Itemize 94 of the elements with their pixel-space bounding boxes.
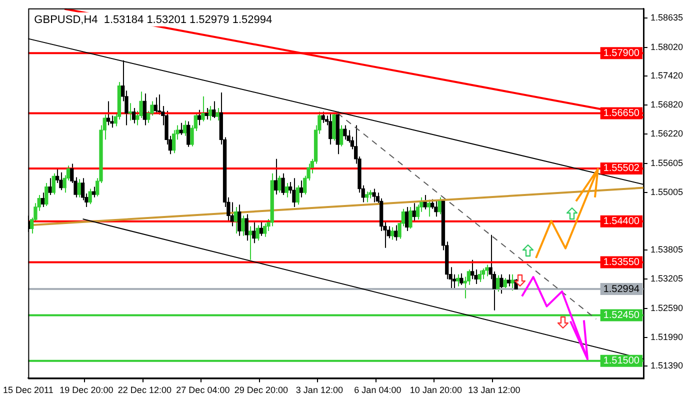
candlestick (394, 224, 398, 242)
ref-line-label: 1.55502 (603, 163, 640, 174)
candlestick (201, 96, 205, 122)
candlestick (481, 268, 486, 280)
candlestick (278, 175, 282, 194)
candlestick (182, 120, 187, 136)
candlestick (408, 206, 412, 230)
y-tick-label: 1.55005 (650, 186, 684, 197)
candlestick (208, 106, 212, 121)
candlestick (88, 188, 92, 205)
y-tick-label: 1.53805 (650, 244, 684, 255)
y-tick-label: 1.57420 (650, 70, 684, 81)
ref-line-label: 1.57900 (603, 48, 640, 59)
y-tick-label: 1.56220 (650, 128, 684, 138)
candlestick (92, 186, 96, 198)
x-tick-label: 3 Jan 12:00 (296, 385, 343, 396)
candlestick (510, 274, 514, 292)
candlestick (77, 178, 81, 198)
candlestick (154, 96, 158, 114)
candlestick (44, 182, 48, 207)
candlestick (296, 184, 300, 206)
candlestick (142, 93, 147, 126)
candlestick (456, 274, 460, 287)
candlestick (230, 202, 234, 227)
y-tick-label: 1.52590 (650, 302, 684, 313)
candlestick (234, 206, 238, 234)
candlestick (40, 192, 45, 208)
ref-line-label: 1.54400 (603, 216, 640, 228)
candlestick (460, 272, 464, 286)
candlestick (263, 222, 267, 238)
x-tick-label: 22 Dec 12:00 (118, 385, 172, 396)
candlestick (284, 182, 289, 198)
candlestick (434, 200, 438, 218)
candlestick (339, 124, 344, 147)
candlestick (197, 109, 202, 126)
candlestick (364, 191, 369, 203)
candlestick (292, 178, 296, 208)
candlestick (478, 270, 482, 283)
candlestick (438, 196, 442, 215)
candlestick (216, 107, 220, 121)
candlestick (470, 259, 474, 280)
ref-line-label: 1.56650 (603, 108, 640, 119)
y-tick-label: 1.58635 (650, 12, 684, 22)
y-tick-label: 1.56820 (650, 100, 684, 110)
candlestick (328, 113, 332, 145)
x-tick-label: 13 Jan 12:00 (468, 385, 520, 396)
candlestick (204, 107, 208, 120)
candlestick (172, 130, 176, 154)
candlestick (390, 226, 394, 240)
x-tick-label: 6 Jan 04:00 (354, 385, 402, 396)
candlestick (372, 188, 376, 203)
candlestick (404, 206, 409, 232)
x-tick-label: 10 Jan 20:00 (410, 385, 462, 396)
candlestick (179, 122, 183, 136)
candlestick (426, 199, 430, 218)
candlestick (186, 120, 190, 148)
candlestick (299, 180, 304, 198)
candlestick (132, 107, 136, 124)
x-tick-label: 27 Dec 04:00 (176, 385, 230, 396)
candlestick (252, 222, 256, 244)
candlestick (106, 100, 110, 126)
text: GBPUSD,H4 1.53184 1.53201 1.52979 1.52994 (34, 14, 272, 26)
candlestick (128, 102, 132, 121)
y-tick-label: 1.51390 (650, 360, 684, 371)
ref-line-label: 1.53550 (603, 257, 640, 268)
candlestick (506, 274, 511, 287)
candlestick (496, 274, 500, 292)
y-tick-label: 1.51990 (650, 332, 684, 342)
candlestick (212, 100, 216, 119)
candlestick (241, 215, 245, 236)
candlestick (412, 202, 416, 222)
y-tick-label: 1.55605 (650, 158, 684, 168)
ref-line-label: 1.51500 (603, 356, 640, 367)
candlestick (281, 172, 285, 196)
candlestick (238, 204, 242, 236)
candlestick (500, 274, 504, 294)
candlestick (248, 226, 252, 260)
candlestick (343, 124, 347, 140)
candlestick (48, 178, 52, 196)
candlestick (256, 224, 260, 242)
x-tick-label: 15 Dec 2011 (3, 385, 54, 396)
candlestick (59, 172, 63, 191)
candlestick (52, 172, 56, 195)
candlestick (274, 158, 278, 195)
x-tick-label: 19 Dec 20:00 (60, 385, 114, 396)
candlestick (423, 194, 427, 210)
candlestick (244, 214, 248, 242)
ref-line-label: 1.52450 (603, 310, 640, 321)
x-tick-label: 29 Dec 20:00 (234, 385, 288, 396)
y-tick-label: 1.53205 (650, 273, 684, 284)
candlestick (485, 264, 489, 277)
candlestick (259, 220, 264, 236)
y-tick-label: 1.58020 (650, 42, 684, 52)
ref-line-label: 1.52994 (603, 284, 640, 295)
